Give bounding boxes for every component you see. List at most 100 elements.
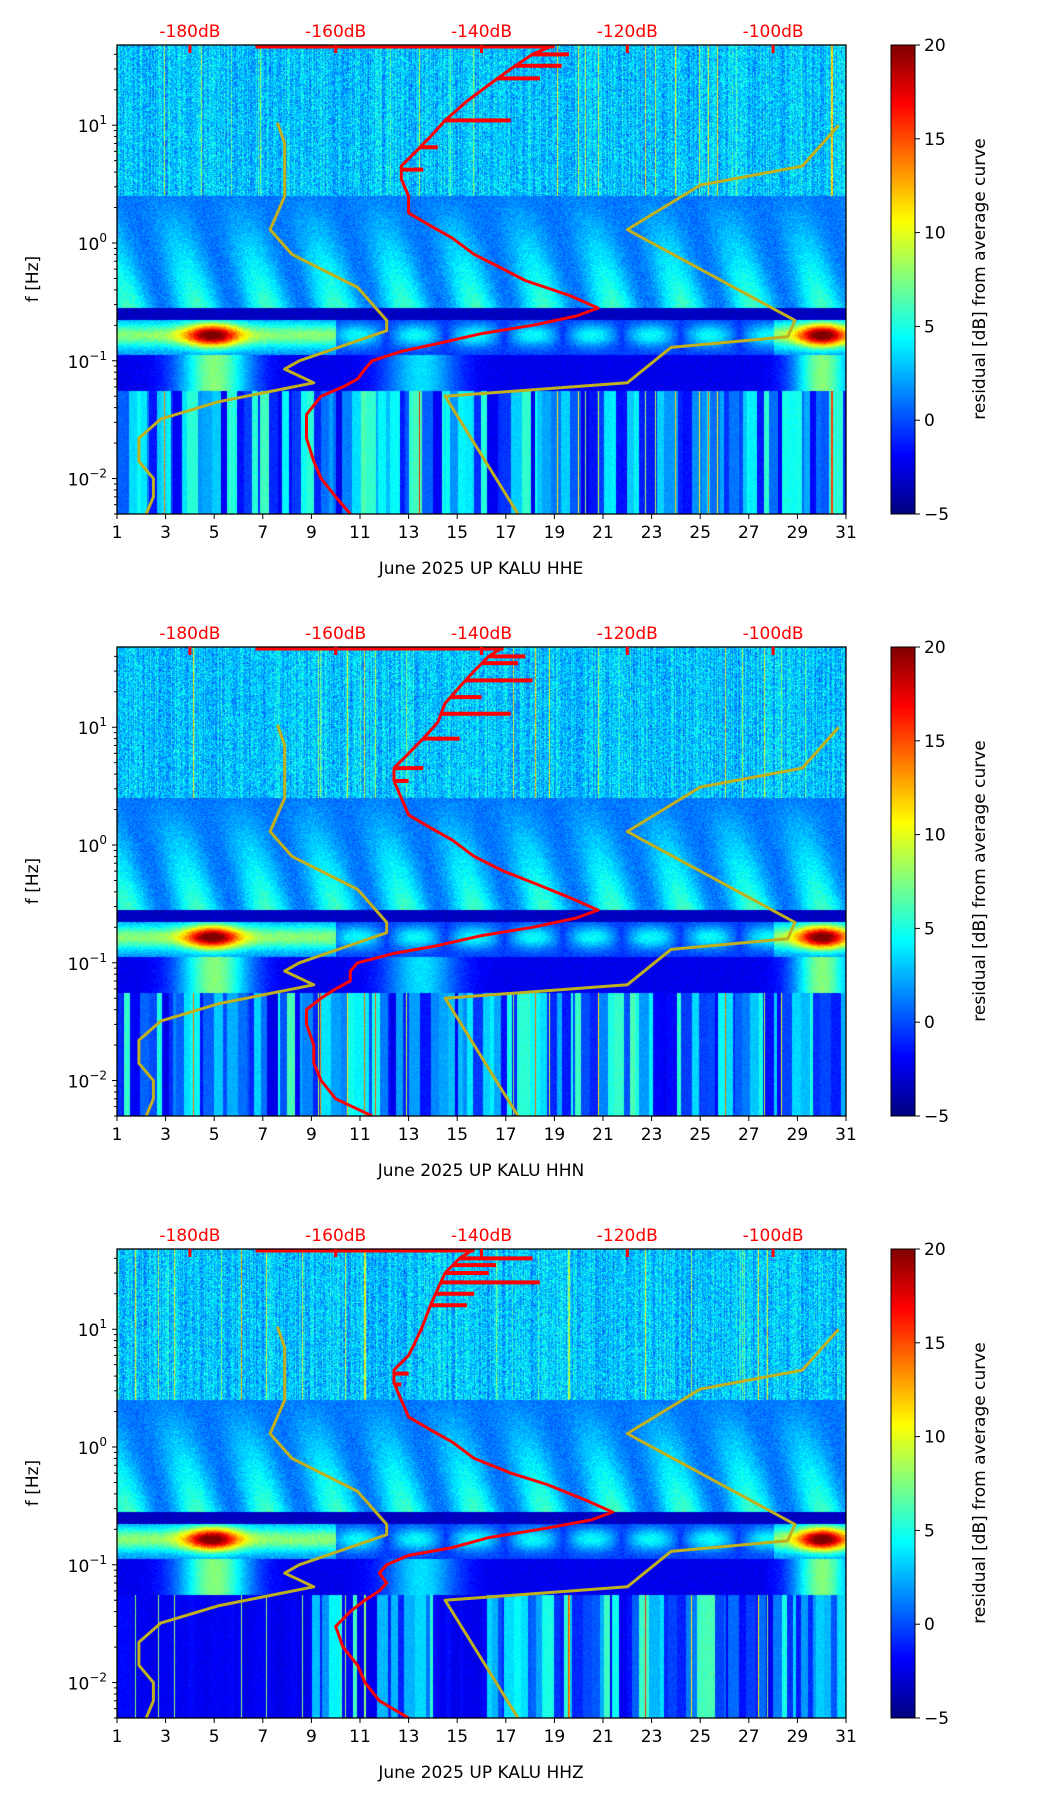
- y-tick-label: 100: [78, 833, 107, 857]
- x-tick-label: 19: [544, 1727, 566, 1747]
- x-tick-label: 13: [398, 523, 420, 543]
- x-tick-label: 3: [160, 523, 171, 543]
- x-tick-label: 11: [349, 523, 371, 543]
- x-tick-label: 1: [112, 523, 123, 543]
- x-tick-label: 25: [689, 523, 711, 543]
- colorbar-gradient: [891, 45, 915, 514]
- db-tick-label: -100dB: [743, 22, 804, 42]
- y-axis-title: f [Hz]: [23, 256, 43, 302]
- spectrogram-image: [117, 45, 846, 514]
- x-tick-label: 31: [835, 1727, 857, 1747]
- db-tick-label: -180dB: [159, 1226, 220, 1246]
- x-tick-label: 15: [446, 1727, 468, 1747]
- x-axis-title: June 2025 UP KALU HHZ: [377, 1763, 583, 1783]
- db-tick-label: -180dB: [159, 624, 220, 644]
- y-tick-label: 10−1: [68, 1553, 107, 1577]
- colorbar-label: residual [dB] from average curve: [970, 1342, 990, 1623]
- y-tick-label: 101: [78, 1317, 107, 1341]
- colorbar-tick-label: 15: [924, 732, 946, 752]
- x-tick-label: 19: [544, 1125, 566, 1145]
- x-tick-label: 13: [398, 1125, 420, 1145]
- axes-overlay: June 2025 UP KALU HHE f [Hz] residual [d…: [23, 22, 990, 579]
- x-tick-label: 25: [689, 1125, 711, 1145]
- colorbar-tick-label: 20: [924, 638, 946, 658]
- y-tick-label: 10−2: [68, 1671, 107, 1695]
- x-tick-label: 3: [160, 1727, 171, 1747]
- colorbar-tick-label: 10: [924, 1428, 946, 1448]
- colorbar-tick-label: 10: [924, 826, 946, 846]
- x-tick-label: 7: [257, 1125, 268, 1145]
- colorbar-tick-label: 5: [924, 919, 935, 939]
- x-axis-title: June 2025 UP KALU HHE: [378, 559, 583, 579]
- x-tick-label: 9: [306, 1125, 317, 1145]
- spectrogram-image: [117, 647, 846, 1116]
- colorbar-frame: [890, 1248, 916, 1719]
- colorbar-tick-label: 10: [924, 224, 946, 244]
- x-tick-label: 23: [641, 1125, 663, 1145]
- nlnm-curve: [137, 1326, 389, 1718]
- colorbar-tick-label: 0: [924, 1013, 935, 1033]
- x-tick-label: 17: [495, 1727, 517, 1747]
- db-tick-label: -140dB: [451, 22, 512, 42]
- colorbar-tick-label: −5: [924, 1107, 949, 1127]
- y-tick-label: 10−2: [68, 1069, 107, 1093]
- x-tick-label: 17: [495, 523, 517, 543]
- x-tick-label: 21: [592, 1727, 614, 1747]
- y-axis-title: f [Hz]: [23, 858, 43, 904]
- x-tick-label: 27: [738, 1727, 760, 1747]
- x-tick-label: 23: [641, 523, 663, 543]
- x-tick-label: 31: [835, 523, 857, 543]
- db-tick-label: -140dB: [451, 624, 512, 644]
- y-axis-title: f [Hz]: [23, 1460, 43, 1506]
- y-tick-label: 101: [78, 715, 107, 739]
- colorbar: [891, 647, 915, 1116]
- colorbar: [891, 45, 915, 514]
- x-tick-label: 27: [738, 523, 760, 543]
- nlnm-curve: [137, 122, 389, 514]
- x-tick-label: 31: [835, 1125, 857, 1145]
- x-tick-label: 29: [787, 1125, 809, 1145]
- x-tick-label: 29: [787, 523, 809, 543]
- plot-area: [117, 45, 846, 514]
- colorbar-label: residual [dB] from average curve: [970, 138, 990, 419]
- x-tick-label: 11: [349, 1125, 371, 1145]
- curves-group: [137, 45, 840, 514]
- colorbar-tick-label: −5: [924, 505, 949, 525]
- db-tick-label: -120dB: [597, 22, 658, 42]
- colorbar-gradient: [891, 647, 915, 1116]
- y-tick-label: 10−1: [68, 349, 107, 373]
- colorbar-tick-label: 0: [924, 411, 935, 431]
- x-tick-label: 15: [446, 1125, 468, 1145]
- colorbar-gradient: [891, 1249, 915, 1718]
- x-tick-label: 5: [209, 1125, 220, 1145]
- y-tick-label: 10−1: [68, 951, 107, 975]
- x-tick-label: 13: [398, 1727, 420, 1747]
- db-tick-label: -160dB: [305, 22, 366, 42]
- axes-frame: [116, 44, 847, 515]
- x-tick-label: 23: [641, 1727, 663, 1747]
- db-tick-label: -160dB: [305, 624, 366, 644]
- spectrogram-panel-hhz: June 2025 UP KALU HHZ f [Hz] residual [d…: [0, 1204, 1052, 1806]
- axes-overlay: June 2025 UP KALU HHN f [Hz] residual [d…: [23, 624, 990, 1181]
- spectrogram-panel-hhe: June 2025 UP KALU HHE f [Hz] residual [d…: [0, 0, 1052, 602]
- colorbar-tick-label: 5: [924, 1521, 935, 1541]
- spectrogram-panel-hhn: June 2025 UP KALU HHN f [Hz] residual [d…: [0, 602, 1052, 1204]
- colorbar: [891, 1249, 915, 1718]
- colorbar-tick-label: 0: [924, 1615, 935, 1635]
- nlnm-curve: [137, 724, 389, 1116]
- x-tick-label: 3: [160, 1125, 171, 1145]
- axes-overlay: June 2025 UP KALU HHZ f [Hz] residual [d…: [23, 1226, 990, 1783]
- x-tick-label: 21: [592, 523, 614, 543]
- spectrogram-image: [117, 1249, 846, 1718]
- colorbar-tick-label: 15: [924, 1334, 946, 1354]
- db-tick-label: -100dB: [743, 1226, 804, 1246]
- x-tick-label: 9: [306, 1727, 317, 1747]
- db-tick-label: -160dB: [305, 1226, 366, 1246]
- x-tick-label: 25: [689, 1727, 711, 1747]
- average-psd-curve: [305, 647, 600, 1116]
- y-tick-label: 10−2: [68, 467, 107, 491]
- db-tick-label: -180dB: [159, 22, 220, 42]
- x-tick-label: 11: [349, 1727, 371, 1747]
- nhnm-curve: [443, 124, 840, 514]
- colorbar-tick-label: 20: [924, 1240, 946, 1260]
